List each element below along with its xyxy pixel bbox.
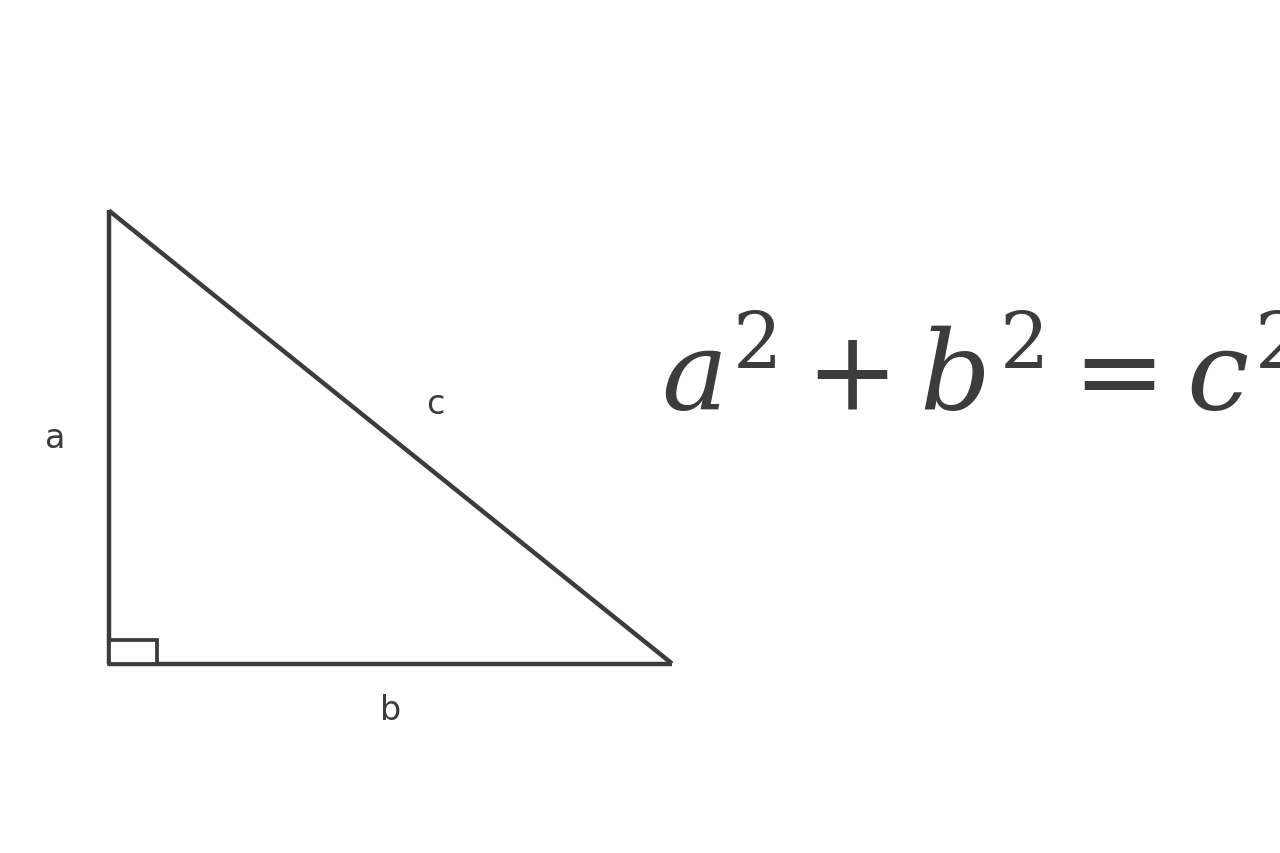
Bar xyxy=(630,787,640,790)
Text: $\mathit{a}^2 + \mathit{b}^2 = \mathit{c}^2$: $\mathit{a}^2 + \mathit{b}^2 = \mathit{c… xyxy=(660,326,1280,433)
Text: c: c xyxy=(426,387,444,421)
Bar xyxy=(630,791,640,794)
Bar xyxy=(109,641,157,664)
Text: a: a xyxy=(45,421,65,454)
Text: Pythagorean Theorem: Pythagorean Theorem xyxy=(161,26,1119,109)
Bar xyxy=(644,787,653,790)
Text: www.inchcalculator.com: www.inchcalculator.com xyxy=(498,820,782,844)
Text: b: b xyxy=(380,693,401,726)
Bar xyxy=(625,783,655,795)
Bar xyxy=(628,784,652,786)
Bar xyxy=(644,791,653,794)
